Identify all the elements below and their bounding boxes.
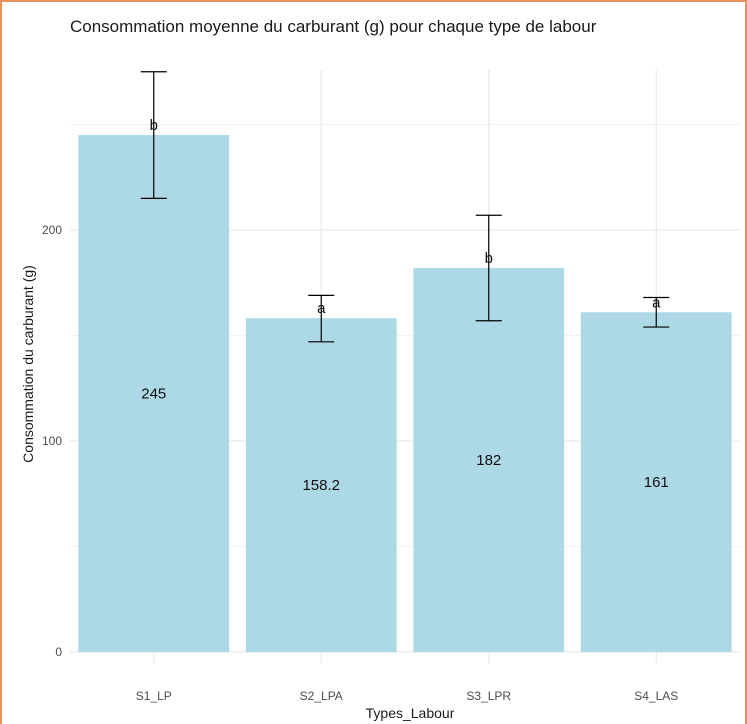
x-tick-label: S2_LPA [300,689,343,703]
value-label: 182 [476,452,501,469]
x-axis-title: Types_Labour [366,705,455,721]
x-axis-ticks: S1_LP S2_LPA S3_LPR S4_LAS [136,689,679,703]
y-tick-label: 200 [42,223,62,237]
bar-S1_LP [78,135,230,653]
group-letter: b [150,117,158,134]
value-label: 245 [141,386,166,403]
group-letter: a [652,294,661,311]
y-axis-title: Consommation du carburant (g) [20,265,36,463]
group-letter: b [485,250,493,267]
group-letter: a [317,300,326,317]
x-tick-label: S3_LPR [466,689,511,703]
bar-S4_LAS [580,312,732,652]
x-tick-label: S4_LAS [634,689,678,703]
y-tick-label: 100 [42,434,62,448]
bar-S3_LPR [413,267,565,652]
x-tick-label: S1_LP [136,689,172,703]
value-labels: 245 b 158.2 a 182 b 161 a [141,117,669,494]
bar-S2_LPA [245,318,397,652]
y-tick-label: 0 [55,645,62,659]
chart-title: Consommation moyenne du carburant (g) po… [70,17,597,36]
bars [78,135,732,653]
value-label: 158.2 [302,477,340,494]
y-axis-ticks: 0 100 200 [42,223,62,659]
value-label: 161 [644,474,669,491]
error-bars [140,71,670,343]
